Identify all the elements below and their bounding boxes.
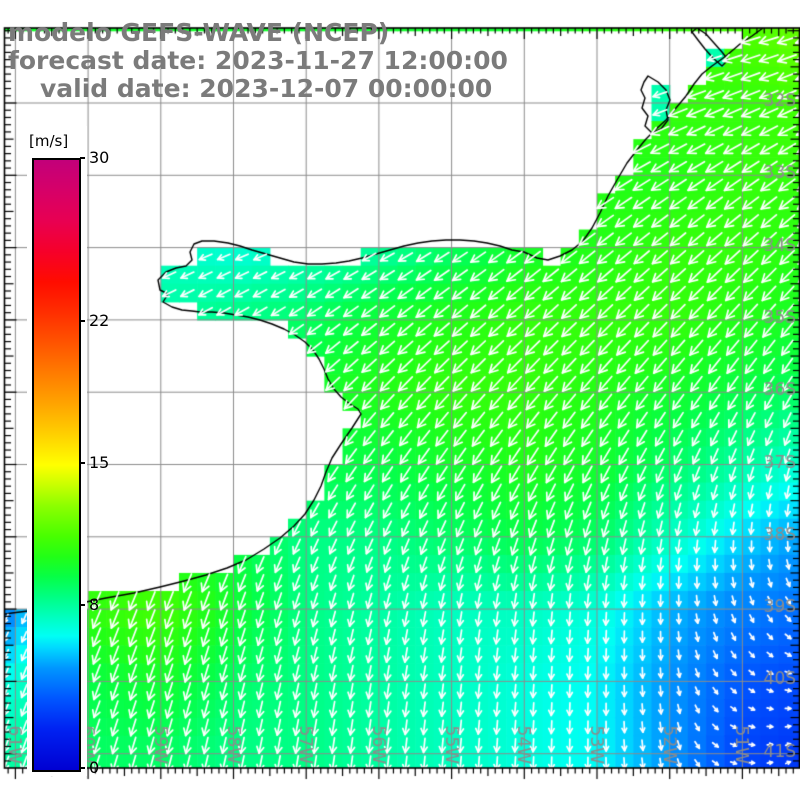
colorbar-tick-label: 0 xyxy=(89,758,100,777)
colorbar-tick-mark xyxy=(80,462,85,464)
colorbar-unit-label: [m/s] xyxy=(29,132,69,150)
colorbar-tick-mark xyxy=(80,604,85,607)
colorbar-tick-mark xyxy=(80,157,85,159)
colorbar-gradient xyxy=(32,158,81,772)
colorbar-tick-label: 15 xyxy=(89,453,110,472)
colorbar: [m/s] xyxy=(27,126,87,776)
colorbar-tick-label: 30 xyxy=(89,148,110,167)
colorbar-tick-mark xyxy=(80,319,85,322)
colorbar-tick-label: 8 xyxy=(89,595,100,615)
colorbar-tick-label: 22 xyxy=(89,310,110,330)
colorbar-tick-mark xyxy=(80,767,85,769)
